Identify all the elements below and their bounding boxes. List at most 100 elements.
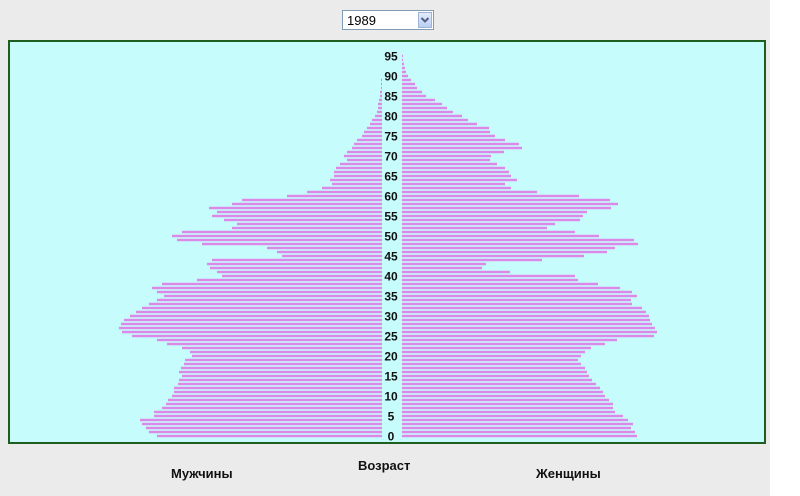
female-bar-age-17 — [402, 366, 585, 370]
female-bar-age-75 — [402, 134, 495, 138]
female-bar-age-54 — [402, 218, 580, 222]
male-bar-age-34 — [157, 298, 382, 302]
female-bar-age-93 — [402, 62, 404, 66]
female-bar-age-68 — [402, 162, 497, 166]
female-bar-age-48 — [402, 242, 638, 246]
age-tick-45: 45 — [384, 250, 398, 264]
male-bar-age-36 — [157, 290, 382, 294]
male-bar-age-48 — [202, 242, 382, 246]
male-bar-age-33 — [149, 302, 382, 306]
female-bar-age-37 — [402, 286, 620, 290]
male-bar-age-71 — [347, 150, 382, 154]
male-bar-age-1 — [149, 430, 382, 434]
female-bar-age-86 — [402, 90, 422, 94]
female-bar-age-19 — [402, 358, 578, 362]
male-bar-age-45 — [282, 254, 382, 258]
male-bar-age-61 — [307, 190, 382, 194]
age-tick-50: 50 — [384, 230, 398, 244]
male-bar-age-3 — [142, 422, 382, 426]
male-bar-age-84 — [379, 98, 382, 102]
male-bar-age-26 — [122, 330, 382, 334]
female-bar-age-80 — [402, 114, 462, 118]
population-pyramid: 0 5 10 15 20 25 30 35 40 45 50 55 60 65 70 75 80 85 90 95 — [119, 50, 657, 442]
female-bar-age-59 — [402, 198, 610, 202]
female-bar-age-24 — [402, 338, 617, 342]
female-bar-age-36 — [402, 290, 632, 294]
female-bar-age-40 — [402, 274, 575, 278]
female-bar-age-35 — [402, 294, 637, 298]
female-bar-age-76 — [402, 130, 490, 134]
female-bar-age-84 — [402, 98, 435, 102]
female-bar-age-26 — [402, 330, 657, 334]
male-bar-age-38 — [162, 282, 382, 286]
male-bar-age-63 — [332, 182, 382, 186]
male-bar-age-59 — [242, 198, 382, 202]
male-bar-age-12 — [174, 386, 382, 390]
male-bar-age-17 — [181, 366, 382, 370]
male-bar-age-81 — [377, 110, 382, 114]
female-bar-age-2 — [402, 426, 631, 430]
male-label: Мужчины — [171, 466, 233, 481]
female-bar-age-13 — [402, 382, 596, 386]
male-bar-age-4 — [140, 418, 382, 422]
female-bar-age-89 — [402, 78, 411, 82]
female-bar-age-72 — [402, 146, 522, 150]
female-bar-age-58 — [402, 202, 618, 206]
female-bar-age-42 — [402, 266, 482, 270]
male-bar-age-24 — [157, 338, 382, 342]
year-select[interactable]: 1989 — [342, 10, 434, 30]
age-tick-65: 65 — [384, 170, 398, 184]
female-bar-age-62 — [402, 186, 511, 190]
male-bar-age-58 — [232, 202, 382, 206]
male-bar-age-46 — [277, 250, 382, 254]
age-tick-75: 75 — [384, 130, 398, 144]
female-bar-age-50 — [402, 234, 599, 238]
female-bar-age-52 — [402, 226, 547, 230]
male-bar-age-23 — [167, 342, 382, 346]
female-bar-age-53 — [402, 222, 555, 226]
female-bar-age-8 — [402, 402, 613, 406]
female-bar-age-31 — [402, 310, 646, 314]
dropdown-button[interactable] — [418, 12, 432, 28]
female-bar-age-10 — [402, 394, 605, 398]
male-bar-age-13 — [178, 382, 382, 386]
male-bar-age-8 — [166, 402, 382, 406]
female-bar-age-73 — [402, 142, 519, 146]
female-bar-age-77 — [402, 126, 489, 130]
male-bar-age-82 — [378, 106, 382, 110]
female-bar-age-12 — [402, 386, 600, 390]
female-bar-age-18 — [402, 362, 581, 366]
male-bar-age-54 — [224, 218, 382, 222]
age-tick-55: 55 — [384, 210, 398, 224]
male-bar-age-11 — [174, 390, 382, 394]
female-bar-age-27 — [402, 326, 655, 330]
female-bar-age-45 — [402, 254, 584, 258]
male-bar-age-37 — [152, 286, 382, 290]
male-bar-age-44 — [212, 258, 382, 262]
male-bar-age-15 — [182, 374, 382, 378]
female-bar-age-32 — [402, 306, 642, 310]
female-bar-age-69 — [402, 158, 490, 162]
male-bar-age-43 — [207, 262, 382, 266]
female-bar-age-88 — [402, 82, 415, 86]
male-bar-age-5 — [154, 414, 382, 418]
female-label: Женщины — [536, 466, 601, 481]
male-bar-age-89 — [381, 78, 382, 82]
female-bar-age-61 — [402, 190, 537, 194]
age-tick-60: 60 — [384, 190, 398, 204]
age-tick-70: 70 — [384, 150, 398, 164]
female-bar-age-66 — [402, 170, 509, 174]
male-bar-age-78 — [370, 122, 382, 126]
male-bar-age-70 — [344, 154, 382, 158]
male-bar-age-35 — [164, 294, 382, 298]
age-axis-label: Возраст — [358, 458, 411, 473]
female-bar-age-14 — [402, 378, 592, 382]
age-tick-80: 80 — [384, 110, 398, 124]
female-bar-age-23 — [402, 342, 605, 346]
female-bar-age-90 — [402, 74, 408, 78]
female-bar-age-79 — [402, 118, 468, 122]
female-bar-age-38 — [402, 282, 598, 286]
female-bar-age-83 — [402, 102, 442, 106]
male-bar-age-41 — [217, 270, 382, 274]
male-bar-age-9 — [168, 398, 382, 402]
